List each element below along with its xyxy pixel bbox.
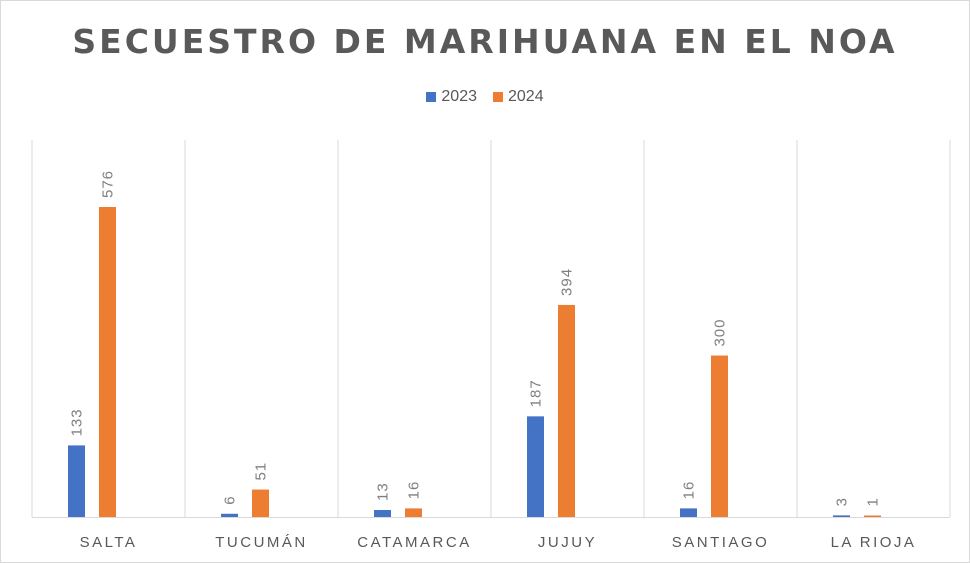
legend-swatch-2024 <box>493 92 503 102</box>
bar-2024-santiago <box>711 355 728 517</box>
legend-swatch-2023 <box>426 92 437 102</box>
bar-2023-la rioja <box>833 515 850 517</box>
legend-item-2023: 2023 <box>426 88 477 106</box>
bar-2024-la rioja <box>864 515 881 517</box>
data-label: 300 <box>712 319 729 347</box>
x-tick-label: LA RIOJA <box>831 534 917 551</box>
legend: 2023 2024 <box>0 88 970 106</box>
legend-label-2023: 2023 <box>441 88 477 105</box>
legend-label-2024: 2024 <box>508 88 544 105</box>
x-tick-label: SANTIAGO <box>672 534 770 551</box>
x-tick-label: CATAMARCA <box>357 534 471 551</box>
data-label: 187 <box>528 379 545 407</box>
data-label: 16 <box>406 481 423 500</box>
bar-2023-tucumán <box>221 513 238 517</box>
legend-item-2024: 2024 <box>493 88 544 106</box>
data-label: 16 <box>681 481 698 500</box>
x-tick-label: JUJUY <box>538 534 597 551</box>
data-label: 133 <box>69 408 86 436</box>
chart-title: SECUESTRO DE MARIHUANA EN EL NOA <box>72 22 898 61</box>
bar-2023-santiago <box>680 508 697 517</box>
data-label: 394 <box>559 268 576 296</box>
x-tick-label: SALTA <box>80 534 138 551</box>
data-label: 51 <box>253 462 270 481</box>
x-tick-label: TUCUMÁN <box>215 534 308 551</box>
data-label: 1 <box>865 497 882 506</box>
data-label: 13 <box>375 482 392 501</box>
data-label: 3 <box>834 497 851 506</box>
bar-2023-jujuy <box>527 416 544 517</box>
data-label: 576 <box>100 170 117 198</box>
data-label: 6 <box>222 495 239 504</box>
bar-2024-catamarca <box>405 508 422 517</box>
bar-2023-salta <box>68 445 85 517</box>
bar-2023-catamarca <box>374 510 391 517</box>
bar-2024-tucumán <box>252 489 269 517</box>
bar-2024-jujuy <box>558 304 575 517</box>
bar-2024-salta <box>99 207 116 517</box>
